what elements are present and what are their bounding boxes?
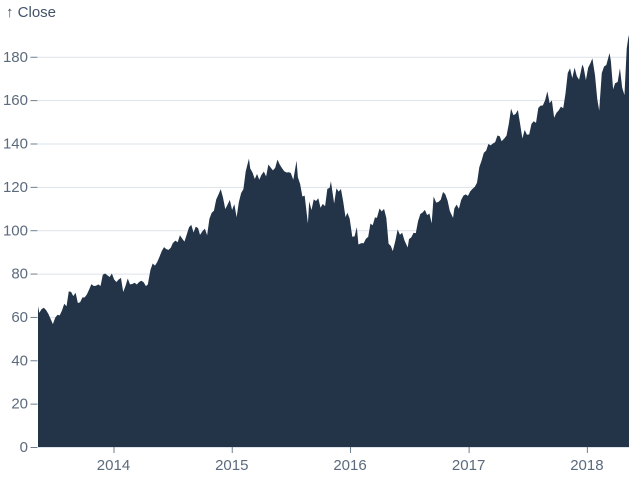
x-tick-label: 2017 <box>452 457 485 474</box>
y-tick-label: 60 <box>11 309 28 326</box>
y-tick-label: 80 <box>11 266 28 283</box>
x-axis: 2014 2015 2016 2017 2018 <box>97 447 604 474</box>
y-tick-label: 140 <box>3 136 28 153</box>
y-tick-label: 20 <box>11 396 28 413</box>
close-area-series <box>38 35 629 447</box>
y-axis: 0 20 40 60 80 100 120 140 160 180 <box>3 49 38 456</box>
x-tick-label: 2016 <box>333 457 366 474</box>
y-tick-label: 120 <box>3 179 28 196</box>
y-tick-label: 40 <box>11 352 28 369</box>
x-tick-label: 2014 <box>97 457 130 474</box>
x-tick-label: 2015 <box>215 457 248 474</box>
y-tick-label: 100 <box>3 222 28 239</box>
y-tick-label: 180 <box>3 49 28 66</box>
y-axis-title: ↑ Close <box>6 4 56 21</box>
y-tick-label: 160 <box>3 92 28 109</box>
y-tick-label: 0 <box>20 439 28 456</box>
x-tick-label: 2018 <box>570 457 603 474</box>
